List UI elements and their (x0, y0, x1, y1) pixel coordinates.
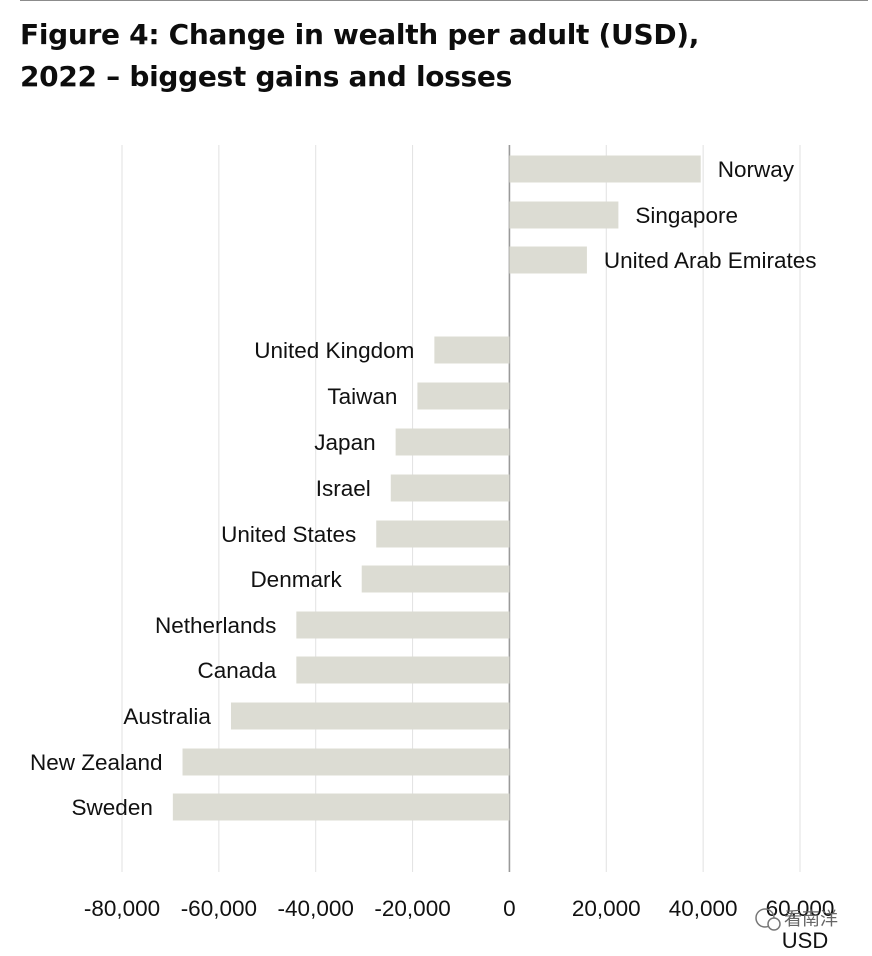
bar-australia (230, 702, 510, 730)
bar-taiwan (417, 382, 510, 410)
x-tick-label-2: -40,000 (278, 896, 354, 921)
chart-title: Figure 4: Change in wealth per adult (US… (20, 14, 860, 98)
label-united-states: United States (221, 522, 356, 547)
bar-united-kingdom (434, 336, 510, 364)
label-united-arab-emirates: United Arab Emirates (604, 248, 817, 273)
label-new-zealand: New Zealand (30, 750, 163, 775)
x-tick-label-7: 60,000 (766, 896, 835, 921)
bar-denmark (361, 565, 510, 593)
x-tick-label-1: -60,000 (181, 896, 257, 921)
label-taiwan: Taiwan (327, 384, 397, 409)
category-labels: Norway Singapore United Arab Emirates Unite… (30, 157, 817, 820)
x-tick-label-4: 0 (503, 896, 516, 921)
label-canada: Canada (198, 658, 277, 683)
x-tick-label-0: -80,000 (84, 896, 160, 921)
label-singapore: Singapore (635, 203, 738, 228)
bar-japan (395, 428, 510, 456)
watermark: 看南洋 (755, 908, 838, 931)
label-sweden: Sweden (72, 795, 153, 820)
label-netherlands: Netherlands (155, 613, 276, 638)
bar-canada (296, 656, 510, 684)
label-denmark: Denmark (250, 567, 342, 592)
label-united-kingdom: United Kingdom (254, 338, 414, 363)
wechat-icon-bubble (767, 917, 781, 931)
label-norway: Norway (718, 157, 795, 182)
top-rule (20, 0, 868, 1)
x-axis-unit-label: USD (782, 928, 828, 953)
bar-united-arab-emirates (509, 246, 587, 274)
bar-new-zealand (182, 748, 510, 776)
bar-norway (509, 155, 701, 183)
bar-netherlands (296, 611, 510, 639)
label-israel: Israel (316, 476, 371, 501)
chart-title-line-1: Figure 4: Change in wealth per adult (US… (20, 18, 700, 51)
bar-united-states (376, 520, 510, 548)
x-tick-label-3: -20,000 (374, 896, 450, 921)
label-japan: Japan (314, 430, 375, 455)
label-australia: Australia (123, 704, 211, 729)
bar-singapore (509, 201, 619, 229)
x-tick-label-6: 40,000 (669, 896, 738, 921)
x-tick-labels: -80,000 -60,000 -40,000 -20,000 0 20,000 40,00… (84, 896, 835, 921)
bar-israel (390, 474, 510, 502)
bar-sweden (172, 793, 510, 821)
bars (172, 155, 701, 821)
watermark-text: 看南洋 (784, 909, 838, 930)
x-tick-label-5: 20,000 (572, 896, 641, 921)
chart-title-line-2: 2022 – biggest gains and losses (20, 60, 512, 93)
